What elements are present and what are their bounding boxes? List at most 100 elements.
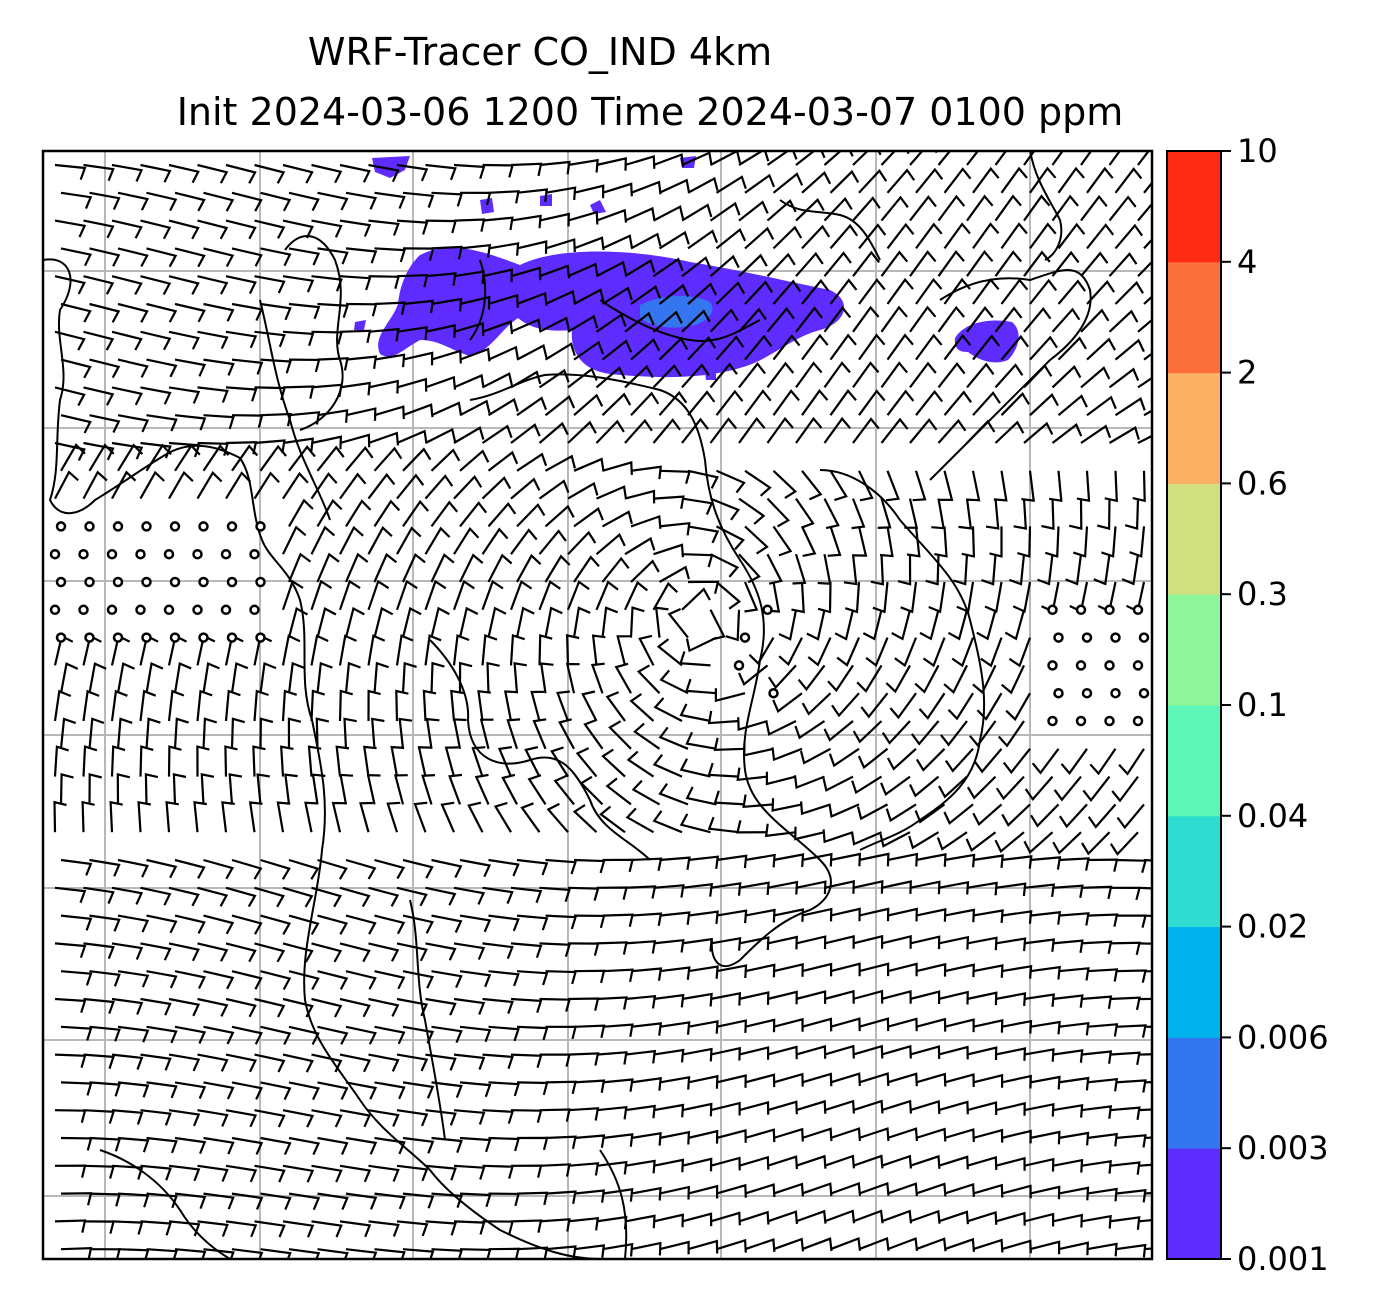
wind-barb: [575, 747, 598, 778]
wind-barb: [174, 302, 206, 323]
wind-barb: [852, 361, 880, 389]
wind-barb: [596, 1215, 628, 1230]
wind-barb: [317, 1192, 349, 1211]
wind-barb: [402, 970, 434, 989]
wind-barb: [231, 1025, 263, 1045]
wind-barb: [168, 1220, 201, 1237]
wind-barb: [310, 472, 338, 500]
wind-barb: [225, 330, 258, 349]
wind-barb: [966, 250, 994, 277]
wind-barb: [254, 1053, 286, 1073]
wind-barb: [938, 935, 970, 950]
wind-barb: [345, 499, 372, 527]
calm-wind-marker: [226, 521, 238, 532]
wind-barb: [111, 386, 143, 406]
wind-barb: [1001, 1019, 1033, 1034]
wind-barb: [795, 416, 823, 444]
wind-barb: [681, 1047, 713, 1062]
wind-barb: [885, 470, 900, 502]
wind-barb: [1072, 526, 1089, 558]
wind-barb: [140, 1053, 172, 1071]
wind-barb: [197, 163, 229, 184]
wind-barb: [401, 552, 426, 583]
wind-barb: [516, 240, 548, 254]
wind-barb: [516, 343, 548, 361]
wind-barb: [458, 606, 479, 638]
wind-barb: [481, 579, 504, 611]
wind-barb: [596, 208, 628, 223]
wind-barb: [659, 1021, 691, 1035]
wind-barb: [343, 717, 357, 749]
wind-barb: [1086, 1132, 1118, 1147]
wind-barb: [573, 555, 600, 583]
wind-barb: [765, 720, 797, 736]
wind-barb: [510, 318, 542, 333]
wind-barb: [624, 1049, 657, 1064]
wind-barb: [1023, 1102, 1055, 1117]
wind-barb: [1093, 554, 1111, 586]
colorbar-tick-label: 0.02: [1237, 908, 1308, 946]
wind-barb: [658, 390, 688, 416]
wind-barb: [738, 362, 766, 389]
wind-barb: [260, 1025, 292, 1045]
wind-barb: [630, 284, 662, 305]
wind-barb: [567, 420, 597, 444]
wind-barb: [630, 338, 661, 361]
wind-barb: [801, 1182, 833, 1197]
wind-barb: [969, 720, 997, 748]
calm-wind-marker: [220, 604, 232, 616]
wind-barb: [1044, 526, 1060, 558]
wind-barb: [140, 942, 172, 961]
wind-barb: [772, 470, 798, 500]
wind-barb: [737, 717, 768, 732]
wind-barb: [914, 664, 940, 694]
calm-wind-marker: [1110, 632, 1121, 643]
wind-barb: [311, 219, 343, 238]
wind-barb: [459, 1081, 492, 1098]
wind-barb: [1030, 803, 1060, 828]
wind-barb: [830, 1236, 862, 1251]
wind-barb: [459, 1136, 492, 1153]
wind-barb: [413, 801, 428, 833]
wind-barb: [994, 363, 1024, 389]
wind-barb: [116, 773, 131, 805]
wind-barb: [909, 775, 940, 798]
wind-barb: [402, 191, 435, 208]
wind-barb: [311, 1220, 343, 1238]
wind-barb: [715, 335, 745, 361]
calm-wind-marker: [49, 548, 61, 560]
wind-barb: [510, 942, 543, 959]
wind-barb: [282, 1109, 315, 1128]
wind-barb: [146, 970, 178, 989]
wind-barb: [225, 942, 257, 963]
calm-wind-marker: [198, 521, 209, 532]
wind-barb: [652, 364, 682, 389]
wind-barb: [401, 606, 422, 638]
wind-barb: [1114, 280, 1144, 305]
wind-barb: [1029, 166, 1057, 194]
wind-barb: [168, 1109, 201, 1127]
wind-barb: [482, 997, 514, 1014]
wind-barb: [1029, 335, 1058, 361]
wind-barb: [316, 661, 333, 694]
wind-barb: [515, 606, 535, 638]
wind-barb: [822, 829, 854, 844]
wind-barb: [914, 803, 946, 824]
wind-barb: [459, 914, 492, 933]
wind-barb: [1037, 554, 1054, 586]
wind-barb: [972, 391, 1001, 416]
wind-barb: [958, 498, 973, 530]
wind-barb: [624, 994, 657, 1009]
wind-barb: [282, 997, 314, 1018]
wind-barb: [771, 747, 803, 762]
wind-barb: [658, 565, 690, 583]
wind-barb: [773, 908, 805, 922]
wind-barb: [230, 661, 249, 694]
wind-barb: [282, 437, 314, 452]
wind-barb: [193, 801, 207, 833]
wind-barb: [773, 963, 804, 977]
wind-barb: [801, 389, 829, 416]
wind-barb: [197, 275, 229, 295]
wind-barb: [544, 554, 571, 583]
wind-barb: [909, 250, 937, 277]
